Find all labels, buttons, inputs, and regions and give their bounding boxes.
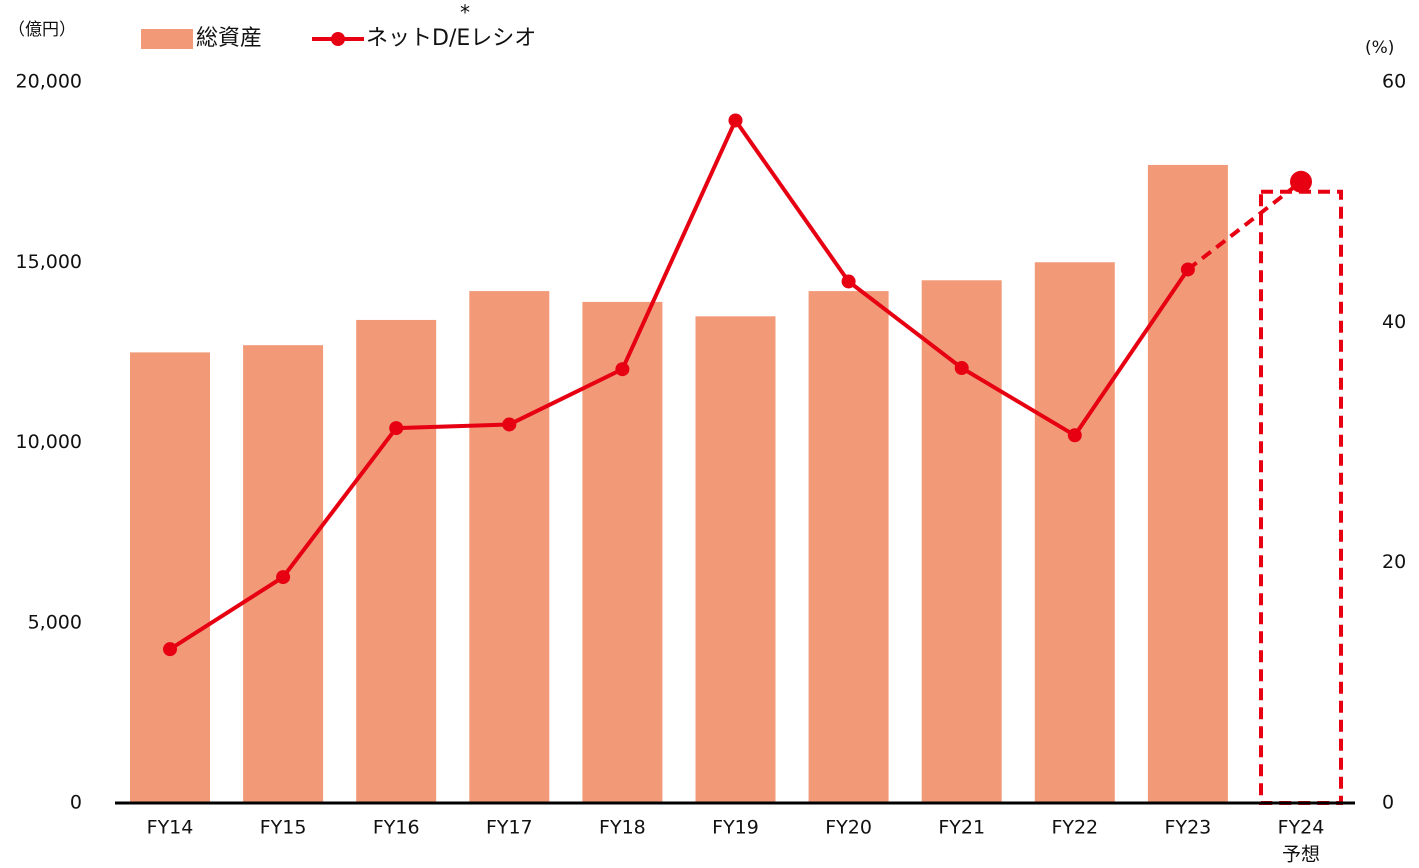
legend-marker — [331, 32, 345, 46]
bar — [130, 352, 210, 803]
x-tick-note: 予想 — [1282, 844, 1320, 866]
bar — [695, 316, 776, 803]
y-tick-label: 20,000 — [16, 71, 82, 93]
bar — [1147, 164, 1228, 804]
line-marker — [615, 362, 630, 377]
line-marker — [389, 421, 404, 436]
legend-swatch — [141, 29, 193, 49]
y2-tick-label: 40 — [1382, 311, 1406, 333]
y-tick-label: 10,000 — [16, 431, 82, 453]
x-tick-label: FY23 — [1165, 817, 1212, 839]
x-tick-label: FY19 — [712, 817, 759, 839]
line-marker — [1290, 170, 1312, 193]
x-tick-label: FY20 — [825, 817, 872, 839]
left-axis-unit: （億円） — [8, 20, 76, 40]
legend-label: ネットD/Eレシオ — [366, 26, 536, 51]
line-marker — [728, 113, 743, 128]
x-tick-label: FY17 — [486, 817, 533, 839]
y-tick-label: 15,000 — [16, 251, 82, 273]
line-marker — [1180, 262, 1195, 277]
x-tick-label: FY18 — [599, 817, 646, 839]
bar — [582, 301, 663, 803]
y-tick-label: 5,000 — [28, 611, 82, 633]
y2-tick-label: 60 — [1382, 71, 1406, 93]
line-marker — [1067, 428, 1082, 443]
legend-note: * — [460, 1, 470, 25]
bar — [356, 319, 437, 803]
y2-tick-label: 0 — [1382, 792, 1394, 814]
x-tick-label: FY14 — [147, 817, 194, 839]
x-tick-label: FY15 — [260, 817, 307, 839]
bar — [921, 280, 1002, 803]
forecast-segment — [1186, 180, 1303, 272]
y-tick-label: 0 — [70, 792, 82, 814]
line-series — [168, 116, 1190, 651]
bar — [808, 291, 889, 803]
x-tick-label: FY16 — [373, 817, 420, 839]
line-marker — [954, 360, 969, 375]
y2-tick-label: 20 — [1382, 551, 1406, 573]
line-marker — [276, 570, 291, 585]
forecast-box — [1259, 189, 1343, 805]
bar — [469, 291, 550, 803]
x-tick-label: FY22 — [1051, 817, 1098, 839]
right-axis-unit: (%) — [1365, 38, 1394, 58]
legend-label: 総資産 — [196, 26, 262, 51]
line-marker — [841, 274, 856, 289]
line-marker — [502, 417, 517, 432]
x-tick-label: FY24 — [1278, 817, 1325, 839]
x-tick-label: FY21 — [938, 817, 985, 839]
line-marker — [163, 642, 177, 657]
bar — [1034, 262, 1115, 803]
